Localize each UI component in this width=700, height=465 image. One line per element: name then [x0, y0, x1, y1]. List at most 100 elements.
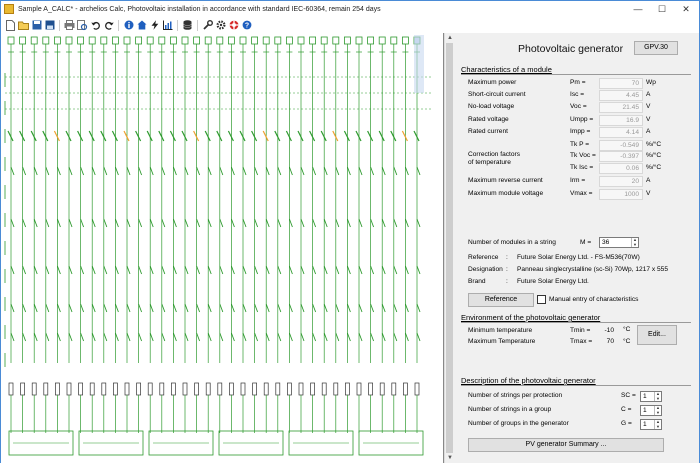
- fuse-symbol: [379, 382, 385, 396]
- toolbar-separator: [177, 19, 178, 31]
- switch-symbol: [161, 303, 166, 313]
- switch-symbol: [277, 265, 282, 275]
- switch-symbol: [381, 332, 386, 342]
- save-icon[interactable]: [31, 20, 42, 31]
- new-file-icon[interactable]: [5, 19, 16, 31]
- fuse-symbol: [159, 382, 165, 396]
- characteristic-value-field[interactable]: 1000: [599, 189, 643, 200]
- characteristic-value-field[interactable]: -0.397: [599, 151, 643, 162]
- switch-symbol: [172, 218, 177, 228]
- characteristic-value-field[interactable]: 0.06: [599, 163, 643, 174]
- switch-symbol: [335, 332, 340, 342]
- chart-icon[interactable]: [162, 20, 173, 31]
- schematic-canvas[interactable]: [1, 33, 444, 463]
- characteristic-value-field[interactable]: 20: [599, 176, 643, 187]
- characteristic-value-field[interactable]: -0.549: [599, 140, 643, 151]
- switch-symbol: [68, 303, 73, 313]
- switch-symbol: [393, 332, 398, 342]
- switch-symbol: [277, 303, 282, 313]
- switch-symbol: [161, 166, 166, 176]
- spinner-arrows-icon[interactable]: ▲ ▼: [654, 405, 661, 415]
- characteristic-unit: %/°C: [646, 152, 662, 159]
- switch-symbol: [219, 218, 224, 228]
- switch-symbol: [300, 303, 305, 313]
- fuse-symbol: [391, 382, 397, 396]
- switch-symbol: [378, 130, 385, 142]
- redo-icon[interactable]: [103, 20, 114, 31]
- close-button[interactable]: ✕: [682, 4, 690, 14]
- switch-symbol: [126, 265, 131, 275]
- module-box: [181, 36, 189, 45]
- help-icon[interactable]: ?: [241, 20, 252, 31]
- characteristic-unit: V: [646, 190, 651, 197]
- spinner-arrows-icon[interactable]: ▲ ▼: [654, 391, 661, 401]
- switch-symbol: [10, 332, 15, 342]
- switch-symbol: [254, 166, 259, 176]
- modules-value: 36: [602, 239, 610, 246]
- home-icon[interactable]: [136, 20, 147, 31]
- print-icon[interactable]: [64, 20, 75, 31]
- characteristic-symbol: Isc =: [570, 91, 585, 98]
- switch-symbol: [370, 332, 375, 342]
- description-spinner[interactable]: 1 ▲ ▼: [640, 391, 662, 402]
- lightning-icon[interactable]: [149, 20, 160, 31]
- help-lifebuoy-icon[interactable]: [228, 20, 239, 31]
- toolbar-separator: [118, 19, 119, 31]
- generator-id-button[interactable]: GPV.30: [634, 41, 678, 55]
- scroll-up-arrow-icon[interactable]: ▲: [447, 35, 453, 41]
- info-icon[interactable]: [123, 20, 134, 31]
- switch-symbol: [196, 303, 201, 313]
- print-preview-icon[interactable]: [77, 19, 88, 31]
- characteristic-value-field[interactable]: 21.45: [599, 102, 643, 113]
- switch-symbol: [288, 265, 293, 275]
- fuse-symbol: [8, 382, 14, 396]
- fuse-symbol: [31, 382, 37, 396]
- switch-symbol: [80, 166, 85, 176]
- spinner-arrows-icon[interactable]: ▲ ▼: [654, 419, 661, 429]
- database-icon[interactable]: [182, 20, 193, 31]
- characteristic-value-field[interactable]: 16.9: [599, 115, 643, 126]
- tmax-value: 70: [606, 338, 614, 345]
- switch-symbol: [45, 166, 50, 176]
- description-spinner[interactable]: 1 ▲ ▼: [640, 405, 662, 416]
- modules-in-string-spinner[interactable]: 36 ▲ ▼: [599, 237, 639, 248]
- maximize-button[interactable]: ☐: [657, 4, 667, 14]
- characteristic-value-field[interactable]: 70: [599, 78, 643, 89]
- edit-environment-button[interactable]: Edit...: [637, 325, 677, 345]
- undo-icon[interactable]: [90, 20, 101, 31]
- switch-symbol: [288, 166, 293, 176]
- description-symbol: SC =: [621, 392, 636, 399]
- switch-symbol: [312, 265, 317, 275]
- switch-symbol: [332, 130, 339, 142]
- scrollbar-thumb[interactable]: [446, 43, 453, 453]
- gear-icon[interactable]: [215, 20, 226, 31]
- save-as-icon[interactable]: [44, 20, 55, 31]
- description-spinner[interactable]: 1 ▲ ▼: [640, 419, 662, 430]
- brand-value: Future Solar Energy Ltd.: [517, 278, 589, 285]
- manual-entry-checkbox[interactable]: [537, 295, 546, 304]
- open-file-icon[interactable]: [18, 20, 29, 31]
- minimize-button[interactable]: —: [633, 4, 643, 14]
- characteristic-value-field[interactable]: 4.45: [599, 90, 643, 101]
- switch-symbol: [265, 303, 270, 313]
- reference-button[interactable]: Reference: [468, 293, 534, 307]
- wrench-icon[interactable]: [202, 20, 213, 31]
- characteristic-value-field[interactable]: 4.14: [599, 127, 643, 138]
- characteristic-symbol: Umpp =: [570, 116, 594, 123]
- switch-symbol: [196, 332, 201, 342]
- tmin-symbol: Tmin =: [570, 327, 591, 334]
- switch-symbol: [288, 332, 293, 342]
- switch-symbol: [56, 265, 61, 275]
- spinner-arrows-icon[interactable]: ▲ ▼: [631, 237, 638, 247]
- scroll-down-arrow-icon[interactable]: ▼: [447, 455, 453, 461]
- switch-symbol: [288, 218, 293, 228]
- fuse-symbol: [147, 382, 153, 396]
- pv-generator-summary-button[interactable]: PV generator Summary ...: [468, 438, 664, 452]
- characteristic-symbol: Irm =: [570, 177, 586, 184]
- colon: :: [506, 254, 508, 261]
- characteristic-label: Maximum reverse current: [468, 177, 543, 184]
- vertical-scrollbar[interactable]: ▲ ▼: [444, 33, 454, 463]
- switch-symbol: [297, 130, 304, 142]
- module-box: [285, 36, 293, 45]
- module-box: [19, 36, 27, 45]
